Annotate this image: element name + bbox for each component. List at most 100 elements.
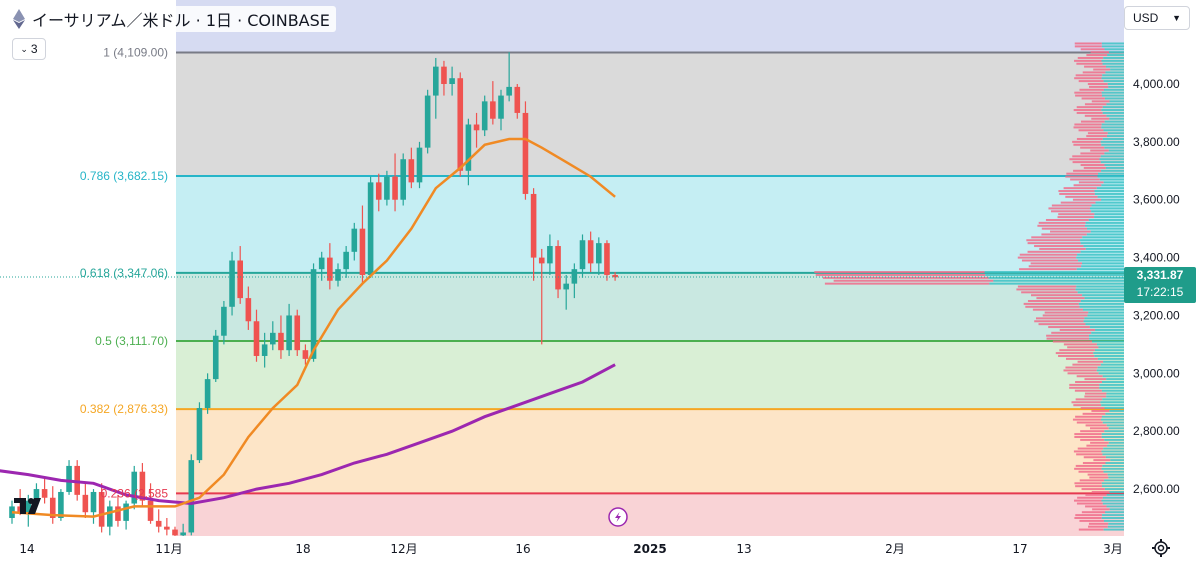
vp-bar-down [1084, 392, 1107, 395]
vp-bar-up [1104, 488, 1124, 491]
vp-bar-down [1084, 114, 1107, 117]
vp-bar-up [1104, 438, 1124, 441]
currency-selector[interactable]: USD ▼ [1124, 6, 1190, 30]
vp-bar-down [1077, 447, 1104, 450]
vp-bar-up [1080, 239, 1124, 242]
vp-bar-down [1088, 525, 1108, 528]
time-axis-bg[interactable] [0, 536, 1124, 564]
vp-bar-down [1019, 253, 1078, 256]
vp-bar-up [1101, 42, 1124, 45]
vp-bar-down [1046, 334, 1089, 337]
fib-band [176, 175, 1124, 273]
vp-bar-up [1101, 499, 1124, 502]
candle-body [147, 500, 154, 521]
vp-bar-up [985, 273, 1124, 276]
vp-bar-down [1093, 459, 1111, 462]
vp-bar-down [1088, 522, 1109, 525]
vp-bar-up [1108, 522, 1124, 525]
vp-bar-down [1027, 300, 1081, 302]
fib-band [176, 409, 1124, 494]
candle-body [351, 228, 358, 252]
vp-bar-down [1074, 467, 1102, 470]
candle-body [261, 344, 268, 356]
vp-bar-down [1023, 302, 1079, 305]
vp-bar-up [1109, 117, 1124, 120]
vp-bar-up [1101, 198, 1124, 201]
vp-bar-down [1069, 386, 1100, 389]
vp-bar-down [1077, 56, 1104, 59]
vp-bar-down [1059, 328, 1096, 331]
lightning-icon[interactable] [608, 507, 628, 527]
vp-bar-down [1065, 366, 1098, 369]
vp-bar-down [1079, 479, 1105, 482]
bar-countdown: 17:22:15 [1136, 285, 1184, 299]
vp-bar-up [1095, 201, 1124, 204]
price-tick-label: 4,000.00 [1133, 77, 1180, 91]
vp-bar-up [1097, 175, 1124, 178]
fib-band [176, 52, 1124, 176]
vp-bar-up [1094, 216, 1124, 219]
vp-bar-down [1090, 149, 1109, 152]
vp-bar-down [1072, 418, 1102, 421]
price-tick-label: 3,600.00 [1133, 193, 1180, 207]
vp-bar-down [1089, 476, 1109, 479]
vp-bar-down [1027, 242, 1081, 245]
vp-bar-up [1099, 178, 1124, 181]
vp-bar-down [1042, 314, 1088, 317]
settings-gear-icon[interactable] [1151, 538, 1171, 558]
candle-body [245, 298, 252, 322]
candle-body [457, 78, 464, 171]
vp-bar-down [1050, 230, 1091, 233]
time-tick-label: 14 [19, 542, 34, 556]
vp-bar-down [1059, 192, 1095, 195]
fib-label: 1 (4,109.00) [103, 45, 168, 59]
vp-bar-up [1076, 285, 1124, 288]
vp-bar-down [1032, 308, 1084, 311]
candles [9, 52, 618, 542]
vp-bar-up [1091, 210, 1124, 213]
candle-body [302, 350, 309, 359]
chevron-down-icon: ⌄ [20, 43, 28, 54]
vp-bar-up [1107, 54, 1124, 57]
vp-bar-down [1069, 158, 1100, 161]
vp-bar-up [1106, 392, 1124, 395]
collapse-indicators-button[interactable]: ⌄ 3 [12, 38, 46, 60]
vp-bar-up [1080, 300, 1124, 302]
vp-bar-down [1052, 340, 1092, 343]
vp-bar-up [1102, 74, 1124, 77]
fib-label: 0.236 (2,585 [101, 486, 169, 500]
vp-bar-down [1082, 71, 1106, 74]
candle-body [172, 529, 178, 536]
candle-body [596, 243, 602, 264]
vp-bar-up [1082, 294, 1124, 297]
fib-label: 0.5 (3,111.70) [95, 334, 168, 348]
candle-body [400, 159, 406, 200]
vp-bar-up [1105, 166, 1124, 169]
vp-bar-down [1063, 343, 1097, 346]
vp-bar-up [1101, 467, 1124, 470]
vp-bar-up [1091, 204, 1124, 207]
vp-bar-down [1084, 395, 1107, 398]
vp-bar-down [1080, 152, 1105, 155]
vp-bar-up [1107, 83, 1124, 85]
vp-bar-down [1082, 412, 1106, 415]
vp-bar-up [1106, 395, 1124, 398]
candle-body [196, 408, 203, 461]
candle-body [115, 506, 121, 521]
candle-body [310, 269, 317, 359]
vp-bar-down [1076, 137, 1103, 140]
vp-bar-up [1102, 62, 1124, 65]
vp-bar-up [1108, 85, 1124, 88]
candle-body [123, 503, 129, 521]
vp-bar-down [1057, 216, 1095, 219]
candle-body [25, 500, 32, 513]
price-tick-label: 3,000.00 [1133, 366, 1180, 380]
vp-bar-up [1089, 337, 1124, 340]
vp-bar-down [1078, 181, 1104, 184]
candle-body [465, 124, 472, 171]
vp-bar-up [1094, 349, 1124, 352]
symbol-title[interactable]: イーサリアム／米ドル · 1日 · COINBASE [6, 6, 336, 32]
vp-bar-up [1103, 360, 1124, 363]
vp-bar-down [1074, 123, 1102, 126]
